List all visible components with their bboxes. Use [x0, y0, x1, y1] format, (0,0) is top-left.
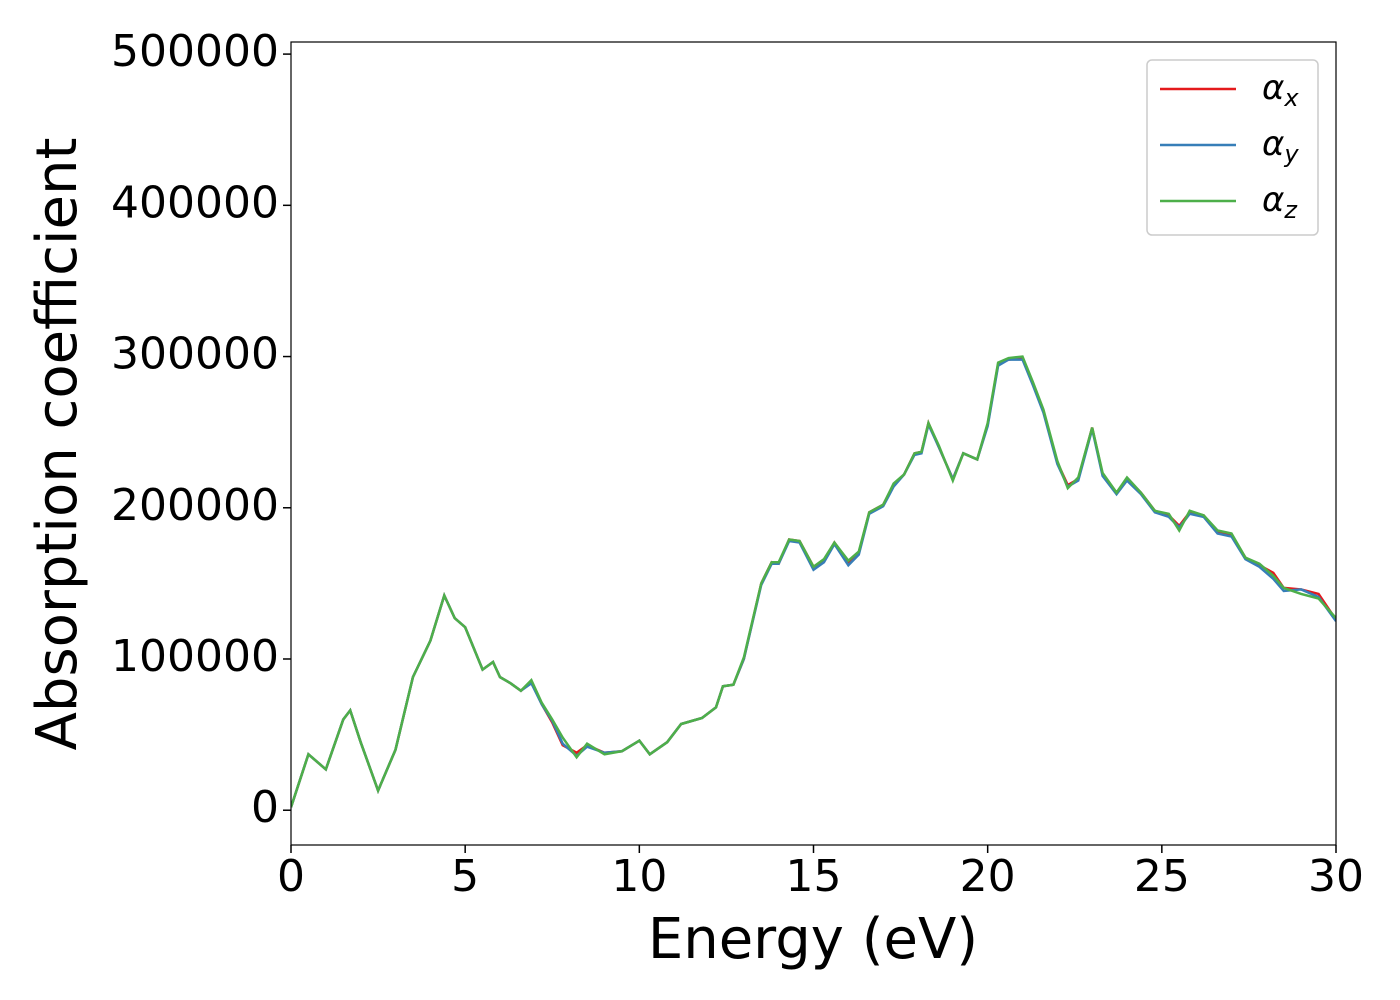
series-line	[291, 355, 1336, 808]
legend-label: αx	[1262, 68, 1299, 113]
y-tick-label: 100000	[111, 631, 279, 682]
y-tick-label: 0	[251, 782, 279, 833]
plot-frame	[290, 41, 1337, 846]
y-tick-label: 500000	[111, 26, 279, 77]
x-axis-label: Energy (eV)	[648, 907, 978, 972]
legend-symbol: α	[1262, 68, 1284, 108]
legend-label: αz	[1262, 180, 1298, 225]
series-line	[291, 356, 1336, 808]
legend-subscript: y	[1283, 140, 1299, 168]
legend-subscript: z	[1283, 196, 1298, 224]
y-axis-label: Absorption coefficient	[25, 138, 90, 751]
y-tick-label: 300000	[111, 329, 279, 380]
x-tick-label: 25	[1134, 851, 1190, 902]
x-tick-label: 5	[451, 851, 479, 902]
legend-symbol: α	[1262, 124, 1284, 164]
legend-subscript: x	[1283, 84, 1299, 112]
y-tick-label: 200000	[111, 480, 279, 531]
legend-box	[1146, 59, 1319, 236]
x-tick-label: 0	[277, 851, 305, 902]
x-tick-label: 10	[611, 851, 667, 902]
x-tick-label: 15	[786, 851, 842, 902]
y-tick-label: 400000	[111, 177, 279, 228]
x-tick-label: 30	[1308, 851, 1364, 902]
x-tick-label: 20	[960, 851, 1016, 902]
legend-symbol: α	[1262, 180, 1284, 220]
legend-label: αy	[1262, 124, 1299, 169]
series-line	[291, 358, 1336, 808]
